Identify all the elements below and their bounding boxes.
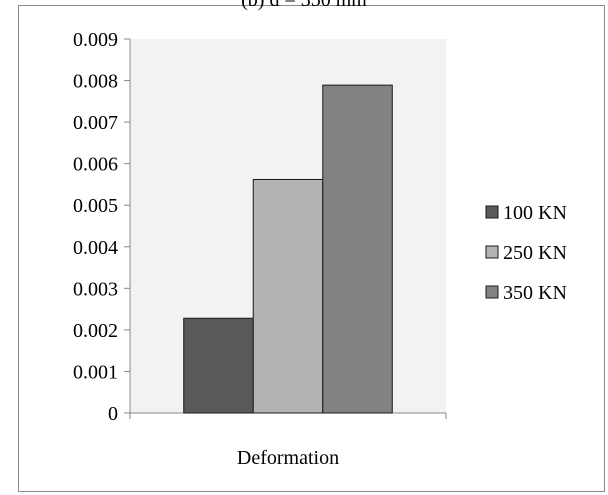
y-tick-label: 0.007 <box>73 112 118 134</box>
y-tick-label: 0.005 <box>73 195 118 217</box>
y-tick-label: 0.006 <box>73 154 118 176</box>
y-tick-label: 0.008 <box>73 71 118 93</box>
y-axis: 0 0.001 0.002 0.003 0.004 0.005 0.006 0.007 0.00… <box>73 29 131 425</box>
y-tick-label: 0.009 <box>73 29 118 51</box>
bar-100-kn <box>183 317 254 414</box>
legend-label: 250 KN <box>503 242 567 264</box>
y-tick-label: 0.002 <box>73 320 118 342</box>
legend-swatch <box>485 245 499 259</box>
bar-350-kn <box>322 84 393 414</box>
y-tick-label: 0.004 <box>73 237 118 259</box>
x-axis: Deformation <box>124 412 447 469</box>
legend-label: 350 KN <box>503 282 567 304</box>
legend-swatch <box>485 285 499 299</box>
bar-250-kn <box>252 178 324 414</box>
legend: 100 KN 250 KN 350 KN <box>485 202 567 304</box>
chart-frame <box>18 5 605 492</box>
x-category-label: Deformation <box>237 447 339 469</box>
y-tick-label: 0.001 <box>73 361 118 383</box>
chart-title: (b) d = 350 mm <box>241 0 367 11</box>
legend-swatch <box>485 205 499 219</box>
legend-label: 100 KN <box>503 202 567 224</box>
y-tick-label: 0.003 <box>73 278 118 300</box>
bars <box>183 84 393 414</box>
y-tick-label: 0 <box>108 403 118 425</box>
